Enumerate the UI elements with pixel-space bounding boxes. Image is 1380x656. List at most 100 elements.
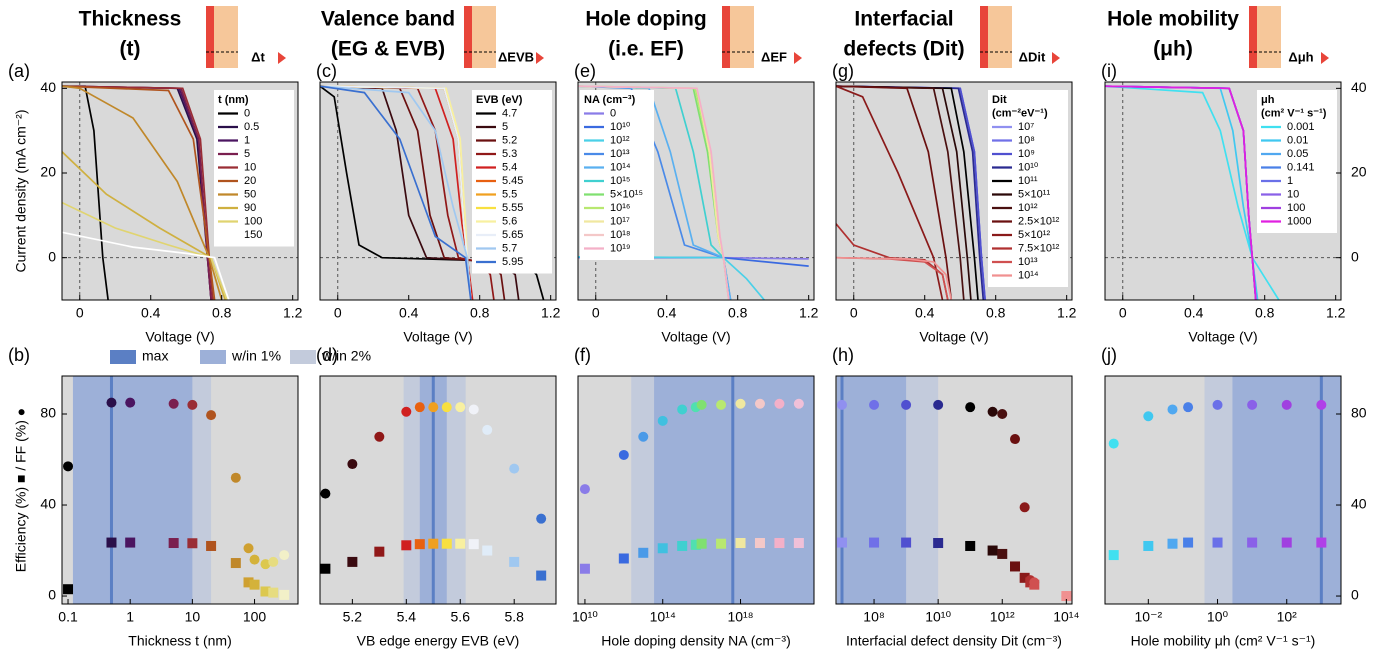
ff-marker [1010, 434, 1021, 445]
annotation: ΔDit [1019, 49, 1046, 64]
y-tick-label: 40 [1351, 496, 1367, 512]
x-tick-label: 10¹⁰ [572, 609, 598, 625]
y-tick-label: 80 [1351, 405, 1367, 421]
legend-label: 20 [244, 175, 256, 187]
band-within-1 [72, 376, 193, 604]
efficiency-marker [1316, 537, 1327, 548]
ff-marker [1029, 577, 1040, 588]
legend-title: Dit [992, 94, 1007, 106]
efficiency-marker [1167, 538, 1178, 549]
ff-marker [347, 459, 358, 470]
legend-label: 10¹⁷ [610, 215, 630, 227]
ff-marker [206, 410, 217, 421]
efficiency-marker [401, 540, 412, 551]
efficiency-marker [997, 548, 1008, 559]
ff-marker [1108, 438, 1119, 449]
legend-label: 100 [1287, 202, 1305, 214]
panel-label: (c) [316, 61, 337, 81]
legend-title: (cm⁻²eV⁻¹) [992, 107, 1048, 119]
efficiency-marker [1108, 550, 1119, 561]
icon-arrow [278, 52, 286, 64]
ff-marker [1143, 411, 1154, 422]
efficiency-marker [754, 538, 765, 549]
x-tick-label: 0.8 [470, 305, 490, 321]
panel-label: (b) [8, 345, 30, 365]
efficiency-marker [455, 538, 466, 549]
efficiency-marker [347, 556, 358, 567]
x-tick-label: 5.4 [397, 609, 417, 625]
legend-label: 10¹⁴ [1018, 269, 1039, 281]
icon-arrow [794, 52, 802, 64]
legend-box [988, 90, 1068, 287]
band-within-1 [1232, 376, 1341, 604]
ff-marker [509, 463, 520, 474]
efficiency-marker [677, 540, 688, 551]
ff-marker [735, 398, 746, 409]
efficiency-marker [374, 546, 385, 557]
x-tick-label: 0.8 [986, 305, 1006, 321]
plot-frame [1104, 375, 1342, 605]
legend-title: μh [1261, 94, 1275, 106]
legend-label: 10⁷ [1018, 121, 1034, 133]
legend-label: 4.7 [502, 107, 517, 119]
annotation: Δt [251, 49, 265, 64]
efficiency-marker [696, 538, 707, 549]
legend-label: 100 [244, 215, 262, 227]
efficiency-marker [168, 538, 179, 549]
x-axis-label: Voltage (V) [661, 329, 730, 345]
x-tick-label: 0.8 [728, 305, 748, 321]
x-tick-label: 10¹⁴ [650, 609, 676, 625]
efficiency-marker [933, 538, 944, 549]
legend-label: 10¹³ [1018, 256, 1038, 268]
x-axis-label: Voltage (V) [403, 329, 472, 345]
efficiency-marker [230, 558, 241, 569]
x-axis-label: Interfacial defect density Dit (cm⁻³) [846, 633, 1062, 649]
legend-label: 0.141 [1287, 161, 1315, 173]
x-tick-label: 10 [185, 609, 201, 625]
x-tick-label: 10¹⁰ [925, 609, 951, 625]
icon [1249, 6, 1257, 68]
legend-title: t (nm) [218, 94, 249, 106]
y-tick-label: 40 [40, 496, 56, 512]
ff-marker [793, 398, 804, 409]
x-tick-label: 10¹⁸ [727, 609, 753, 625]
band-legend-swatch [290, 350, 316, 364]
ff-marker [230, 472, 241, 483]
panel-label: (d) [316, 345, 338, 365]
x-tick-label: 1.2 [541, 305, 561, 321]
icon-arrow [1052, 52, 1060, 64]
plot-frame [577, 81, 815, 301]
legend-label: 10¹³ [610, 148, 630, 160]
x-tick-label: 0.4 [657, 305, 677, 321]
ff-marker [125, 397, 136, 408]
ff-marker [187, 399, 198, 410]
x-tick-label: 10¹² [990, 609, 1015, 625]
y-tick-label: 20 [1351, 164, 1367, 180]
panel-label: (a) [8, 61, 30, 81]
jv-curve [836, 85, 944, 300]
x-tick-label: 0.1 [58, 609, 78, 625]
ff-marker [1019, 502, 1030, 513]
legend-label: 5.7 [502, 242, 517, 254]
efficiency-marker [1019, 572, 1030, 583]
panel-label: (h) [832, 345, 854, 365]
legend-label: 5 [244, 148, 250, 160]
panel-label: (f) [574, 345, 591, 365]
x-axis-label: VB edge energy EVB (eV) [357, 633, 520, 649]
x-tick-label: 0.4 [399, 305, 419, 321]
legend-label: 5.6 [502, 215, 517, 227]
jv-curve [1105, 85, 1280, 300]
ff-marker [106, 397, 117, 408]
legend-label: 0.01 [1287, 134, 1308, 146]
x-tick-label: 0.4 [915, 305, 935, 321]
x-tick-label: 1.2 [283, 305, 303, 321]
efficiency-marker [1212, 537, 1223, 548]
efficiency-marker [63, 584, 74, 595]
ff-marker [716, 399, 727, 410]
efficiency-marker [869, 537, 880, 548]
ff-marker [997, 409, 1008, 419]
icon [722, 6, 730, 68]
legend-label: 10¹⁶ [610, 202, 630, 214]
legend-title: EVB (eV) [476, 94, 523, 106]
ff-marker [268, 556, 279, 567]
